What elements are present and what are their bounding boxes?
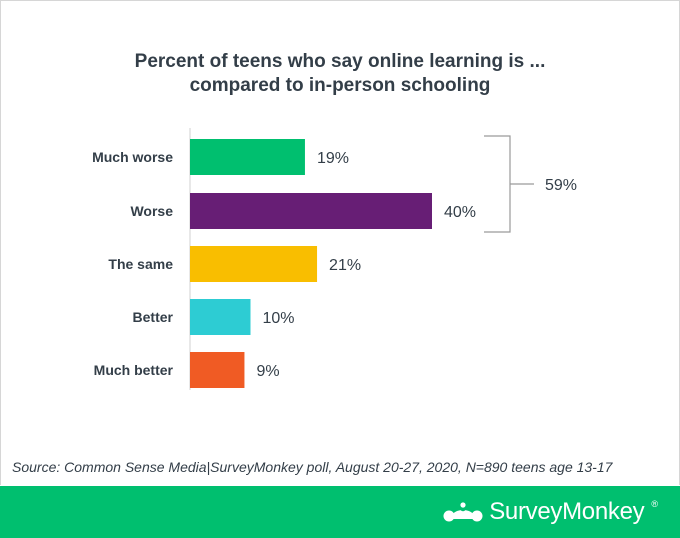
value-label-much-better: 9% [256,363,279,380]
surveymonkey-logo-icon [443,502,483,522]
brand-logo[interactable]: SurveyMonkey ® [443,498,658,526]
category-label-better: Better [133,309,174,325]
bar-the-same [190,246,318,282]
chart-title-line-1: Percent of teens who say online learning… [134,51,546,72]
category-label-worse: Worse [130,203,173,219]
value-label-the-same: 21% [329,257,361,274]
source-note: Source: Common Sense Media|SurveyMonkey … [12,459,613,475]
category-label-much-worse: Much worse [92,149,173,165]
bracket-line [484,135,511,233]
chart-title: Percent of teens who say online learning… [0,50,680,98]
category-label-much-better: Much better [94,362,174,378]
bar-chart: Much worse 19% Worse 40% The same 21% Better 10… [92,128,577,390]
category-label-the-same: The same [108,256,173,272]
value-label-worse: 40% [444,204,476,221]
chart-title-line-2: compared to in-person schooling [189,75,491,96]
bar-much-worse [190,139,305,175]
footer-bar: SurveyMonkey ® [0,486,680,538]
bracket-total-label: 59% [545,177,577,194]
bar-better [190,299,251,335]
value-label-better: 10% [263,310,295,327]
value-label-much-worse: 19% [317,150,349,167]
bar-much-better [190,352,245,388]
chart-frame [0,0,680,485]
brand-name: SurveyMonkey [489,498,645,525]
bracket-annotation: 59% [484,135,577,233]
brand-trademark: ® [651,499,658,509]
bar-worse [190,193,432,229]
bars-group: Much worse 19% Worse 40% The same 21% Better 10… [92,139,476,388]
